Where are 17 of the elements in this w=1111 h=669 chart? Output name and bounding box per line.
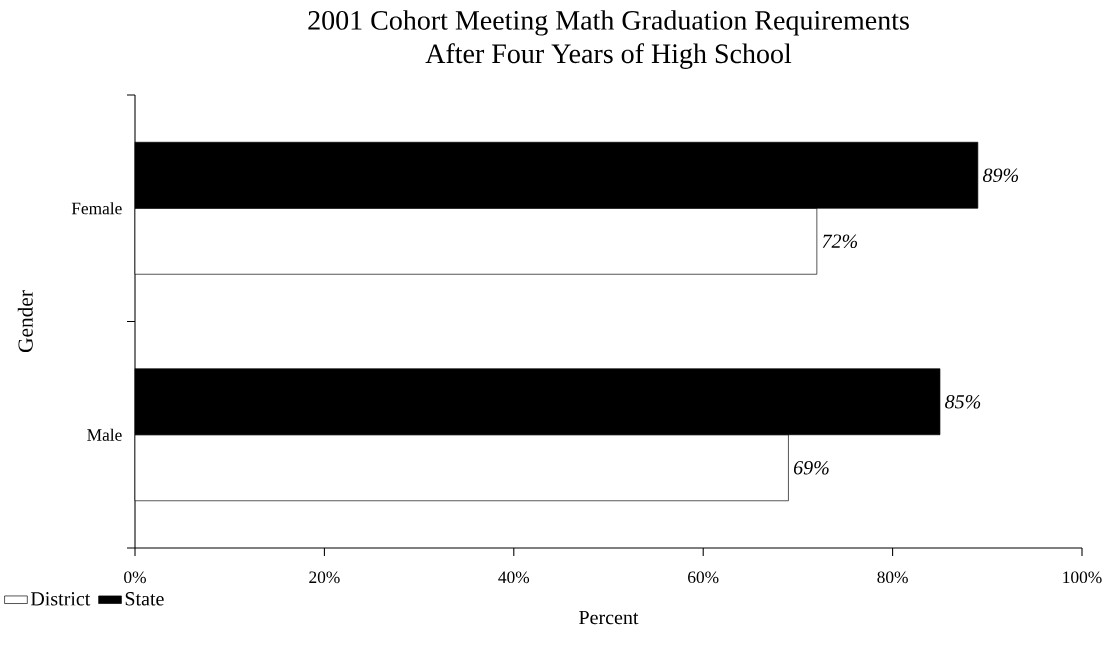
y-axis-title: Gender	[17, 290, 33, 353]
y-tick-label: Female	[71, 202, 122, 215]
x-axis-title: Percent	[579, 610, 639, 625]
chart-title: 2001 Cohort Meeting Math Graduation Requirements After Four Years of High School	[308, 10, 909, 69]
x-tick-label: 80%	[877, 571, 908, 584]
legend-label: State	[125, 592, 164, 606]
legend-label: District	[30, 592, 91, 606]
x-tick-label: 40%	[498, 571, 530, 584]
y-tick-label: Male	[87, 428, 122, 441]
data-label: 69%	[793, 460, 829, 475]
data-label: 89%	[982, 168, 1019, 183]
x-tick-label: 60%	[688, 571, 719, 584]
x-tick-label: 0%	[124, 571, 146, 584]
data-label: 72%	[822, 234, 858, 249]
data-label: 85%	[945, 394, 981, 409]
x-tick-label: 100%	[1063, 571, 1102, 584]
x-tick-label: 20%	[309, 571, 340, 584]
